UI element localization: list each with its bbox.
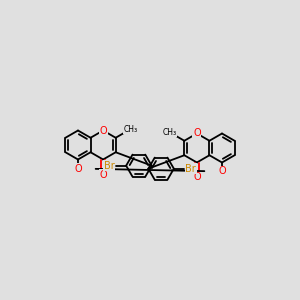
Text: O: O	[99, 125, 107, 136]
Text: O: O	[193, 172, 201, 182]
Text: CH₃: CH₃	[163, 128, 177, 137]
Text: O: O	[218, 167, 226, 176]
Text: CH₃: CH₃	[123, 125, 137, 134]
Text: O: O	[193, 128, 201, 139]
Text: Br: Br	[185, 164, 196, 174]
Text: O: O	[99, 169, 107, 179]
Text: Br: Br	[104, 161, 115, 171]
Text: O: O	[74, 164, 82, 173]
